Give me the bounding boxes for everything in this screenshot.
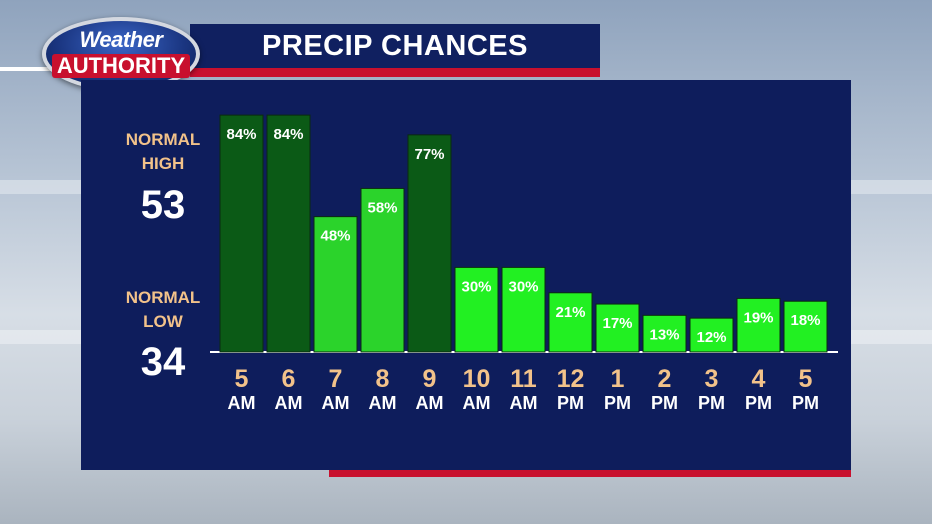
header-line bbox=[0, 67, 60, 71]
bar-8-am bbox=[360, 187, 405, 353]
bar-5-pm bbox=[783, 300, 828, 353]
x-tick-period: PM bbox=[698, 393, 725, 413]
x-tick-hour: 2 bbox=[658, 365, 672, 393]
bar-value-label: 48% bbox=[320, 228, 350, 245]
normal-low-label-line1: NORMAL bbox=[125, 288, 201, 307]
bar-value-label: 30% bbox=[508, 278, 538, 295]
x-tick-hour: 5 bbox=[235, 365, 249, 393]
bar-12-pm bbox=[548, 292, 593, 353]
x-tick-period: AM bbox=[416, 393, 444, 413]
logo-text-top: Weather bbox=[79, 27, 163, 52]
bar-value-label: 84% bbox=[273, 126, 303, 143]
normal-low-value: 34 bbox=[140, 340, 186, 384]
bar-value-label: 18% bbox=[790, 312, 820, 329]
chart-title: PRECIP CHANCES bbox=[262, 30, 528, 62]
bar-1-pm bbox=[595, 303, 640, 353]
normal-high-label-line1: NORMAL bbox=[125, 130, 201, 149]
bar-2-pm bbox=[642, 314, 687, 353]
x-tick-period: PM bbox=[651, 393, 678, 413]
bar-11-am bbox=[501, 266, 546, 353]
logo-text-bottom: AUTHORITY bbox=[52, 54, 190, 78]
normal-low-label: NORMAL LOW bbox=[108, 286, 218, 334]
x-tick-hour: 6 bbox=[282, 365, 296, 393]
x-tick-period: AM bbox=[369, 393, 397, 413]
bar-value-label: 21% bbox=[555, 304, 585, 321]
accent-bar bbox=[329, 470, 851, 477]
x-tick-hour: 10 bbox=[463, 365, 491, 393]
bar-3-pm bbox=[689, 317, 734, 353]
bar-7-am bbox=[313, 216, 358, 353]
normal-high-label: NORMAL HIGH bbox=[108, 128, 218, 176]
bar-value-label: 84% bbox=[226, 126, 256, 143]
x-tick-hour: 3 bbox=[705, 365, 719, 393]
bar-5-am bbox=[219, 114, 264, 353]
bar-9-am bbox=[407, 134, 452, 353]
bar-value-label: 17% bbox=[602, 315, 632, 332]
x-tick-hour: 12 bbox=[557, 365, 585, 393]
bar-value-label: 77% bbox=[414, 146, 444, 163]
x-tick-hour: 5 bbox=[799, 365, 813, 393]
bar-10-am bbox=[454, 266, 499, 353]
bar-4-pm bbox=[736, 297, 781, 353]
title-bar: PRECIP CHANCES bbox=[190, 24, 600, 77]
x-tick-hour: 4 bbox=[752, 365, 766, 393]
x-tick-hour: 9 bbox=[423, 365, 437, 393]
x-tick-period: PM bbox=[604, 393, 631, 413]
bar-6-am bbox=[266, 114, 311, 353]
x-tick-hour: 8 bbox=[376, 365, 390, 393]
x-tick-period: AM bbox=[228, 393, 256, 413]
normal-low-label-line2: LOW bbox=[143, 312, 183, 331]
x-tick-period: PM bbox=[557, 393, 584, 413]
x-tick-period: AM bbox=[510, 393, 538, 413]
x-tick-period: AM bbox=[322, 393, 350, 413]
x-tick-period: PM bbox=[792, 393, 819, 413]
x-tick-period: PM bbox=[745, 393, 772, 413]
x-tick-period: AM bbox=[463, 393, 491, 413]
x-tick-hour: 11 bbox=[510, 365, 537, 393]
bar-value-label: 30% bbox=[461, 278, 491, 295]
x-tick-period: AM bbox=[275, 393, 303, 413]
bar-value-label: 13% bbox=[649, 326, 679, 343]
bar-value-label: 58% bbox=[367, 199, 397, 216]
bar-value-label: 19% bbox=[743, 309, 773, 326]
x-tick-hour: 1 bbox=[611, 365, 625, 393]
normal-high-value: 53 bbox=[140, 183, 186, 227]
normal-high-label-line2: HIGH bbox=[141, 154, 185, 173]
x-tick-hour: 7 bbox=[329, 365, 343, 393]
bar-value-label: 12% bbox=[696, 329, 726, 346]
